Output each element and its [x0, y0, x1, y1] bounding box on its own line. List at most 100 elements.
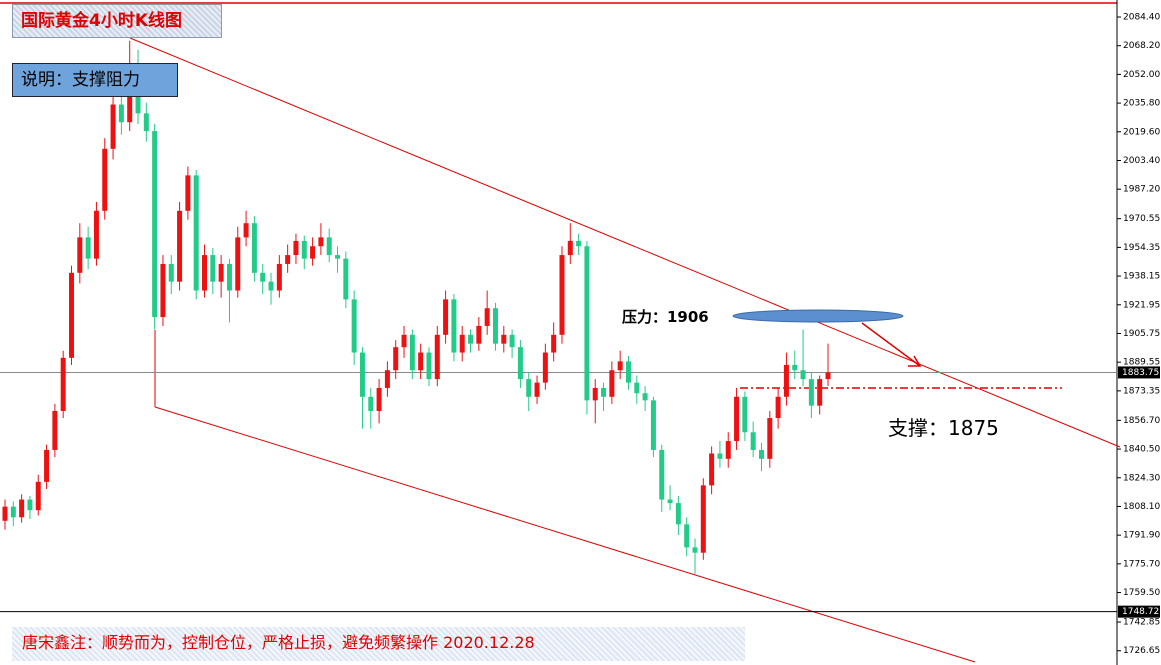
candle-body	[559, 255, 565, 335]
candle-body	[318, 237, 324, 247]
candle-body	[310, 246, 316, 259]
candle-body	[642, 393, 648, 401]
y-tick-label: 1921.95	[1123, 300, 1160, 310]
candle-body	[168, 263, 174, 282]
candle-body	[351, 299, 357, 353]
candle-body	[808, 379, 814, 406]
candle-body	[160, 263, 166, 318]
last-price-box	[1118, 366, 1160, 379]
candle-body	[35, 481, 41, 511]
y-tick-label: 2068.20	[1123, 41, 1160, 51]
y-tick-label: 2019.60	[1123, 127, 1160, 137]
candle-body	[93, 210, 99, 259]
y-tick-label: 1808.10	[1123, 502, 1160, 512]
candle-body	[268, 281, 274, 291]
candle-body	[667, 499, 673, 504]
panel-line-box	[1118, 605, 1160, 618]
resistance-marker	[732, 309, 904, 323]
candle-body	[226, 263, 232, 291]
candle-body	[102, 148, 108, 211]
candle-body	[601, 387, 607, 397]
y-tick-label: 2084.40	[1123, 13, 1160, 23]
candle-body	[243, 223, 249, 238]
note: 说明：支撑阻力	[12, 63, 178, 97]
candle-body	[567, 240, 573, 256]
candle-body	[260, 272, 266, 282]
candle-body	[551, 334, 557, 353]
y-tick-label: 1889.55	[1123, 358, 1160, 368]
candle-body	[19, 499, 25, 518]
y-tick-label: 1954.35	[1123, 243, 1160, 253]
candle-body	[700, 485, 706, 553]
candle-body	[825, 372, 831, 380]
candle-body	[335, 255, 341, 259]
y-tick-label: 2003.40	[1123, 156, 1160, 166]
candle-body	[783, 364, 789, 397]
footer: 唐宋鑫注：顺势而为，控制仓位，严格止损，避免频繁操作 2020.12.28	[12, 627, 745, 661]
candle-body	[492, 308, 498, 344]
y-tick-label: 2052.00	[1123, 70, 1160, 80]
candle-body	[384, 370, 390, 388]
y-tick-label: 1775.70	[1123, 559, 1160, 569]
support-label: 支撑：1875	[888, 416, 999, 440]
candle-body	[501, 334, 507, 344]
candle-body	[235, 237, 241, 291]
candle-body	[202, 255, 208, 291]
candle-body	[625, 361, 631, 383]
arrow	[861, 322, 921, 367]
candle-body	[401, 334, 407, 348]
candle-body	[418, 352, 424, 371]
candle-body	[717, 453, 723, 459]
candle-body	[484, 308, 490, 326]
candle-body	[143, 113, 149, 132]
y-tick-label: 1938.15	[1123, 272, 1160, 282]
candle-body	[617, 361, 623, 371]
candle-body	[534, 382, 540, 397]
candle-body	[742, 396, 748, 433]
candle-body	[376, 387, 382, 411]
candle-body	[634, 382, 640, 394]
candle-body	[77, 237, 83, 273]
y-tick-label: 1791.90	[1123, 531, 1160, 541]
candle-body	[584, 246, 590, 401]
candle-body	[359, 352, 365, 397]
candle-body	[218, 263, 224, 282]
y-tick-label: 1840.50	[1123, 445, 1160, 455]
candle-body	[659, 449, 665, 500]
y-tick-label: 1970.55	[1123, 214, 1160, 224]
candle-body	[276, 263, 282, 291]
panel-line-label: 1748.72	[1122, 607, 1159, 617]
candle-body	[459, 334, 465, 353]
candle-body	[451, 299, 457, 353]
candle-body	[69, 272, 75, 358]
candle-body	[443, 299, 449, 335]
chart-title: 国际黄金4小时K线图	[12, 4, 222, 38]
y-tick-label: 1759.50	[1123, 588, 1160, 598]
candle-body	[177, 210, 183, 282]
candle-body	[251, 223, 257, 273]
candle-body	[193, 175, 199, 291]
candle-body	[675, 503, 681, 525]
candle-body	[609, 370, 615, 397]
candle-body	[343, 258, 349, 300]
candle-body	[293, 240, 299, 256]
candle-body	[326, 237, 332, 256]
candle-body	[210, 255, 216, 282]
arrow-head	[908, 355, 922, 367]
candle-body	[2, 506, 8, 521]
candle-body	[709, 453, 715, 486]
candle-body	[110, 104, 116, 149]
resistance-label: 压力：1906	[622, 308, 709, 326]
candle-body	[301, 240, 307, 259]
candle-body	[684, 524, 690, 548]
candle-body	[426, 352, 432, 380]
candle-body	[692, 547, 698, 553]
candle-body	[44, 449, 50, 482]
candle-body	[758, 449, 764, 459]
candle-body	[542, 352, 548, 383]
candle-body	[750, 432, 756, 450]
candle-body	[576, 240, 582, 247]
candle-body	[592, 387, 598, 401]
candle-body	[526, 379, 532, 397]
